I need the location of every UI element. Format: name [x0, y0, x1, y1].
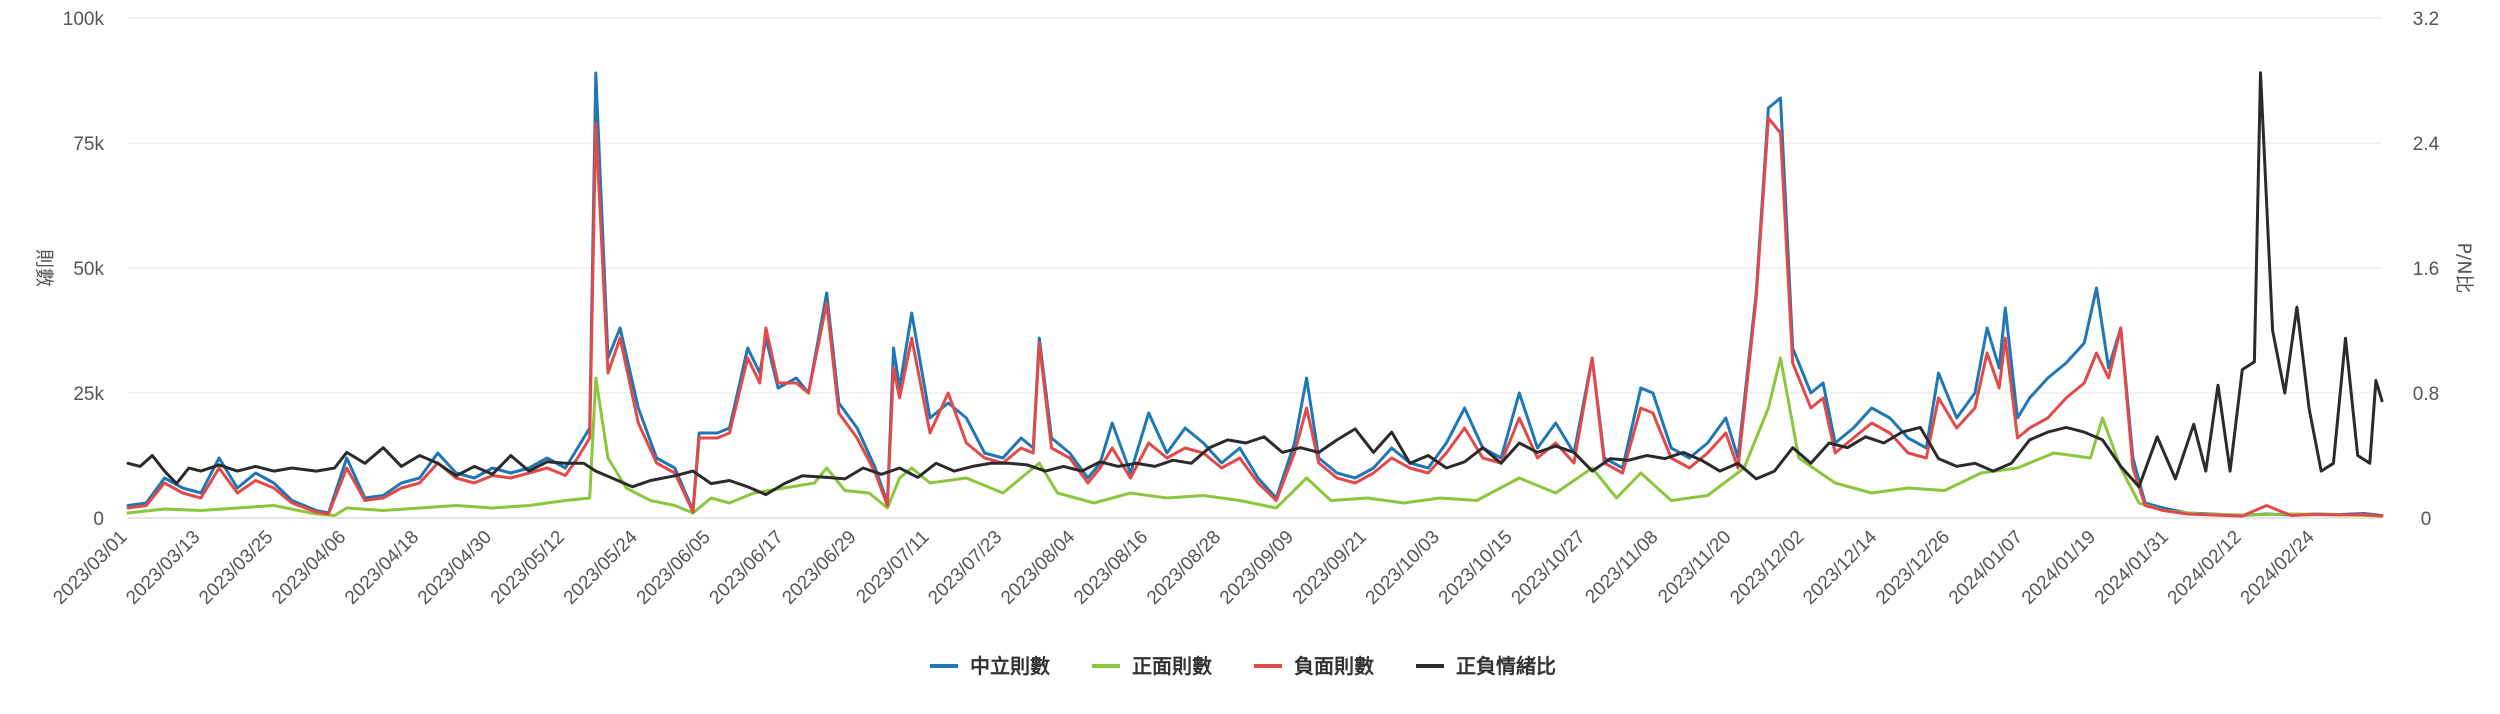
x-tick-label: 2023/11/08	[1581, 527, 1662, 608]
y-right-tick-label: 2.4	[2413, 134, 2440, 155]
x-tick-label: 2023/06/05	[633, 527, 715, 609]
x-tick-label: 2023/04/30	[414, 527, 496, 609]
x-tick-label: 2023/11/20	[1654, 527, 1735, 608]
x-tick-label: 2023/07/23	[924, 527, 1006, 609]
x-tick-label: 2024/02/12	[2164, 527, 2246, 609]
legend-item[interactable]: 中立則數	[930, 654, 1050, 678]
y-axis-right: 0 0.8 1.6 2.4 3.2	[2413, 9, 2440, 530]
legend-label: 中立則數	[970, 654, 1050, 678]
x-tick-label: 2023/09/09	[1216, 527, 1298, 609]
x-tick-label: 2024/02/24	[2237, 526, 2319, 608]
x-tick-label: 2023/03/25	[195, 527, 277, 609]
y-right-tick-label: 1.6	[2413, 259, 2439, 280]
x-tick-label: 2023/06/17	[706, 527, 788, 609]
y-right-tick-label: 0	[2421, 509, 2432, 530]
y-left-tick-label: 100k	[63, 9, 105, 30]
x-tick-label: 2023/03/13	[122, 527, 204, 609]
x-tick-label: 2023/04/18	[341, 527, 423, 609]
series-line-0	[126, 71, 2384, 517]
x-tick-label: 2023/08/04	[997, 526, 1079, 608]
x-tick-label: 2023/04/06	[268, 527, 350, 609]
y-right-tick-label: 3.2	[2413, 9, 2439, 30]
y-left-tick-label: 25k	[73, 384, 104, 405]
y-axis-right-title: P/N比	[2453, 242, 2475, 293]
x-tick-label: 2023/12/14	[1799, 526, 1881, 608]
y-left-tick-label: 0	[93, 509, 104, 530]
legend-label: 正面則數	[1132, 654, 1212, 678]
x-tick-label: 2023/08/16	[1070, 527, 1152, 609]
x-tick-label: 2023/10/27	[1508, 527, 1590, 609]
x-tick-label: 2023/03/01	[49, 527, 131, 609]
series-line-2	[126, 116, 2384, 518]
x-tick-label: 2023/12/26	[1872, 527, 1954, 609]
series-line-3	[126, 71, 2384, 497]
x-axis: 2023/03/012023/03/132023/03/252023/04/06…	[49, 526, 2319, 608]
series-lines	[126, 71, 2384, 518]
x-tick-label: 2023/05/12	[487, 527, 569, 609]
x-tick-label: 2023/07/11	[852, 527, 933, 608]
x-tick-label: 2023/09/21	[1289, 527, 1371, 609]
x-tick-label: 2024/01/19	[2018, 527, 2100, 609]
legend-item[interactable]: 正負情緒比	[1416, 654, 1556, 678]
legend-item[interactable]: 負面則數	[1254, 654, 1374, 678]
x-tick-label: 2024/01/07	[1945, 527, 2027, 609]
y-left-tick-label: 50k	[73, 259, 104, 280]
x-tick-label: 2023/06/29	[779, 527, 861, 609]
grid	[128, 17, 2382, 519]
legend-label: 負面則數	[1294, 654, 1374, 678]
x-tick-label: 2023/08/28	[1143, 527, 1225, 609]
y-axis-left: 0 25k 50k 75k 100k	[63, 9, 105, 530]
x-tick-label: 2023/10/03	[1362, 527, 1444, 609]
legend: 中立則數 正面則數 負面則數 正負情緒比	[930, 654, 1556, 678]
legend-item[interactable]: 正面則數	[1092, 654, 1212, 678]
legend-label: 正負情緒比	[1456, 654, 1556, 678]
x-tick-label: 2024/01/31	[2091, 527, 2173, 609]
x-tick-label: 2023/05/24	[560, 526, 642, 608]
y-right-tick-label: 0.8	[2413, 384, 2439, 405]
x-tick-label: 2023/10/15	[1435, 527, 1517, 609]
series-line-1	[126, 356, 2384, 518]
y-left-tick-label: 75k	[73, 134, 104, 155]
y-axis-left-title: 則數	[33, 249, 55, 287]
x-tick-label: 2023/12/02	[1726, 527, 1808, 609]
